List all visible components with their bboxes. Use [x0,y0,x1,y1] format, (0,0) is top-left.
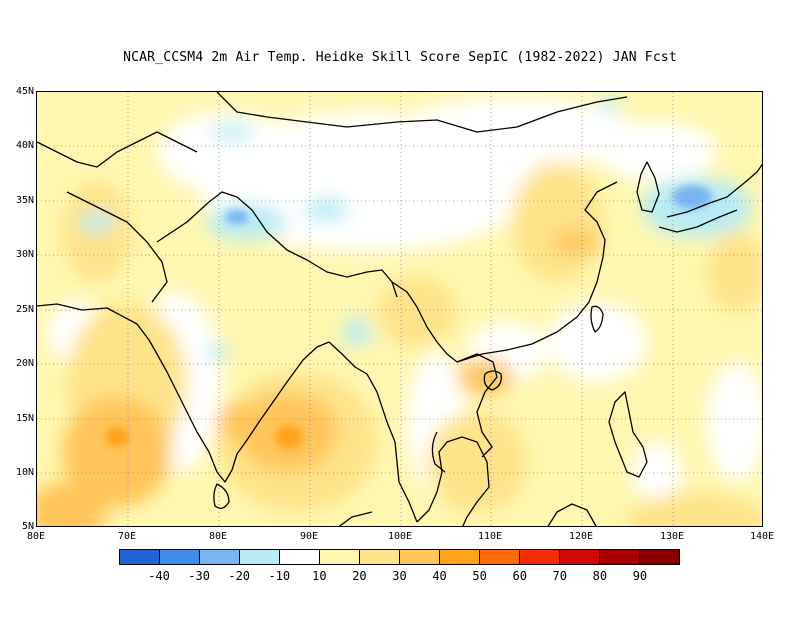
colorbar-segment [640,550,679,564]
colorbar-label: 50 [472,569,487,583]
colorbar-segment [480,550,520,564]
colorbar-label: 20 [352,569,367,583]
lat-tick-5n: 5N [21,521,34,532]
colorbar-segment [120,550,160,564]
colorbar-label: -10 [268,569,291,583]
colorbar-segment [520,550,560,564]
lat-tick-35n: 35N [15,195,34,206]
score-field-cores [105,185,712,449]
coastlines [37,92,762,526]
lon-tick-80e: 80E [208,531,228,542]
skill-score-map [36,91,763,527]
lat-tick-25n: 25N [15,304,34,315]
lon-tick-0: 80E [26,531,46,542]
colorbar-label: 90 [632,569,648,583]
lon-tick-90e: 90E [299,531,319,542]
colorbar-segment [560,550,600,564]
colorbar-segment [360,550,400,564]
colorbar [119,549,680,565]
lat-tick-10n: 10N [15,467,34,478]
colorbar-label: 70 [552,569,567,583]
colorbar-segment [440,550,480,564]
colorbar-label: -30 [188,569,210,583]
colorbar-label: 30 [392,569,407,583]
map-title: NCAR_CCSM4 2m Air Temp. Heidke Skill Sco… [123,50,677,65]
lon-tick-120e: 120E [568,531,594,542]
colorbar-segment [280,550,320,564]
colorbar-segment [200,550,240,564]
lat-tick-45n: 45N [15,86,34,97]
colorbar-label: 60 [512,569,527,583]
colorbar-segment [600,550,640,564]
map-canvas [37,92,762,526]
lon-tick-130e: 130E [659,531,685,542]
colorbar-segment [400,550,440,564]
colorbar-segment [160,550,200,564]
colorbar-label: -40 [148,569,170,583]
colorbar-label: 80 [592,569,608,583]
colorbar-label: -20 [228,569,251,583]
colorbar-segment [320,550,360,564]
lat-tick-40n: 40N [15,140,34,151]
graticule [37,92,762,526]
lon-tick-140e: 140E [749,531,775,542]
lon-tick-100e: 100E [387,531,413,542]
colorbar-label: 10 [312,569,327,583]
colorbar-segment [240,550,280,564]
lat-tick-15n: 15N [15,413,34,424]
lon-tick-70e: 70E [117,531,137,542]
lat-tick-30n: 30N [15,249,34,260]
lat-tick-20n: 20N [15,358,34,369]
colorbar-label: 40 [432,569,447,583]
lon-tick-110e: 110E [477,531,503,542]
